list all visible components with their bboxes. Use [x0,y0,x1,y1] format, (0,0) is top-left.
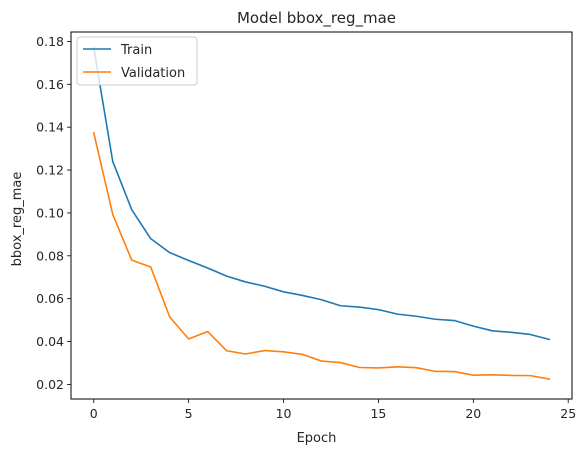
y-axis-label: bbox_reg_mae [10,172,25,267]
legend: Train Validation [76,36,198,86]
y-tick-label: 0.04 [36,334,64,349]
y-tick-label: 0.16 [36,77,64,92]
x-tick-label: 5 [185,406,193,421]
x-tick-label: 15 [370,406,386,421]
series-line-train [92,46,551,341]
chart-title: Model bbox_reg_mae [237,9,396,28]
x-axis-ticks: 0 5 10 15 20 25 [90,399,576,421]
y-axis-ticks: 0.02 0.04 0.06 0.08 0.10 0.12 0.14 0.16 0.18 [36,34,71,392]
x-tick-label: 10 [276,406,292,421]
y-tick-label: 0.18 [36,34,64,49]
x-tick-label: 25 [560,406,576,421]
legend-label-validation: Validation [121,66,185,81]
y-tick-label: 0.12 [36,163,64,178]
x-axis-label: Epoch [297,431,337,446]
y-tick-label: 0.10 [36,205,64,220]
x-tick-label: 20 [465,406,481,421]
plot-frame [70,31,573,400]
y-tick-label: 0.06 [36,291,64,306]
series-line-validation [92,132,551,380]
y-tick-label: 0.08 [36,248,64,263]
y-tick-label: 0.14 [36,120,64,135]
series-layer [92,46,551,380]
x-tick-label: 0 [90,406,98,421]
y-tick-label: 0.02 [36,377,64,392]
legend-label-train: Train [120,43,152,58]
